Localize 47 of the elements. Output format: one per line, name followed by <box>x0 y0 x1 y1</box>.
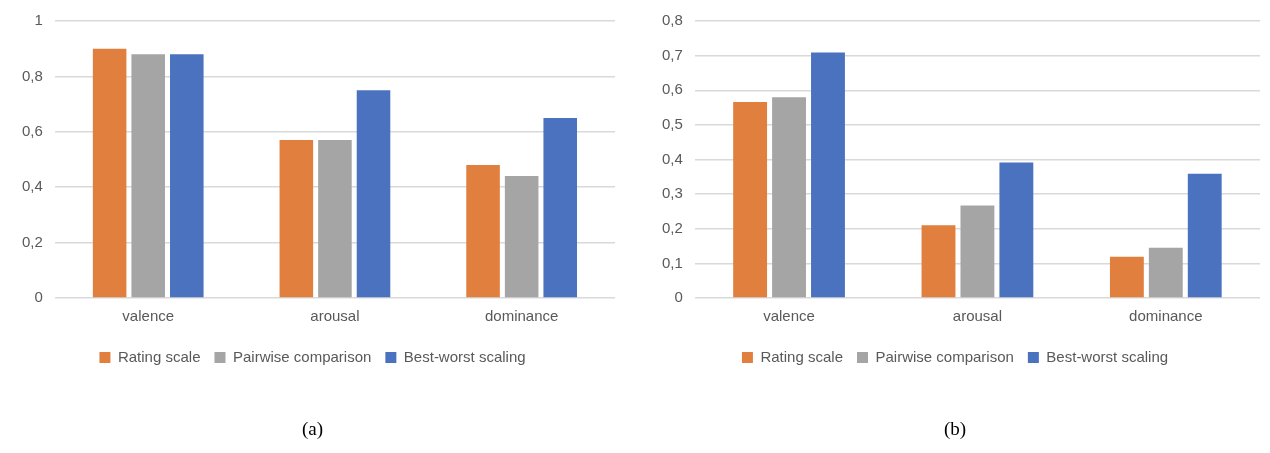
y-tick-label: 0 <box>674 288 683 306</box>
text: (b) <box>942 418 968 440</box>
y-tick-label: 0,2 <box>21 232 43 250</box>
y-tick-label: 0,6 <box>661 80 683 98</box>
legend-label: Rating scale <box>760 347 843 365</box>
legend-label: Best-worst scaling <box>403 347 526 365</box>
bar <box>999 162 1034 298</box>
legend-label: Pairwise comparison <box>875 347 1014 365</box>
bar <box>356 90 391 298</box>
y-tick-label: 1 <box>34 11 43 29</box>
x-tick-label: dominance <box>484 307 559 325</box>
y-tick-label: 0,7 <box>661 45 683 63</box>
legend-label: Best-worst scaling <box>1046 347 1169 365</box>
bar <box>960 205 995 298</box>
y-tick-label: 0 <box>34 288 43 306</box>
bar <box>92 48 127 298</box>
x-tick-label: dominance <box>1129 307 1203 325</box>
legend-label: Pairwise comparison <box>232 347 372 365</box>
y-tick-label: 0,8 <box>661 11 683 29</box>
x-tick-label: arousal <box>952 307 1003 325</box>
legend-label: Rating scale <box>117 347 201 365</box>
bar <box>772 97 806 298</box>
bar <box>921 225 956 298</box>
bar <box>1109 256 1144 298</box>
y-tick-label: 0,5 <box>661 115 683 133</box>
bar <box>170 54 204 298</box>
bar <box>504 176 539 298</box>
y-tick-label: 0,1 <box>661 253 683 271</box>
bar <box>543 117 578 298</box>
bar <box>279 140 314 298</box>
bar <box>131 54 165 298</box>
x-tick-label: arousal <box>310 307 360 325</box>
bar <box>811 52 845 298</box>
y-tick-label: 0,6 <box>21 121 43 139</box>
y-tick-label: 0,8 <box>21 66 43 84</box>
y-tick-label: 0,4 <box>661 149 683 167</box>
bar <box>466 165 500 298</box>
x-tick-label: valence <box>122 307 175 325</box>
bar <box>1187 173 1222 298</box>
bar <box>733 102 768 298</box>
bar <box>1148 247 1183 298</box>
y-tick-label: 0,2 <box>661 218 683 236</box>
y-tick-label: 0,4 <box>21 177 43 195</box>
bar <box>318 140 352 298</box>
y-tick-label: 0,3 <box>661 184 683 202</box>
x-tick-label: valence <box>763 307 815 325</box>
text: (a) <box>300 418 325 440</box>
